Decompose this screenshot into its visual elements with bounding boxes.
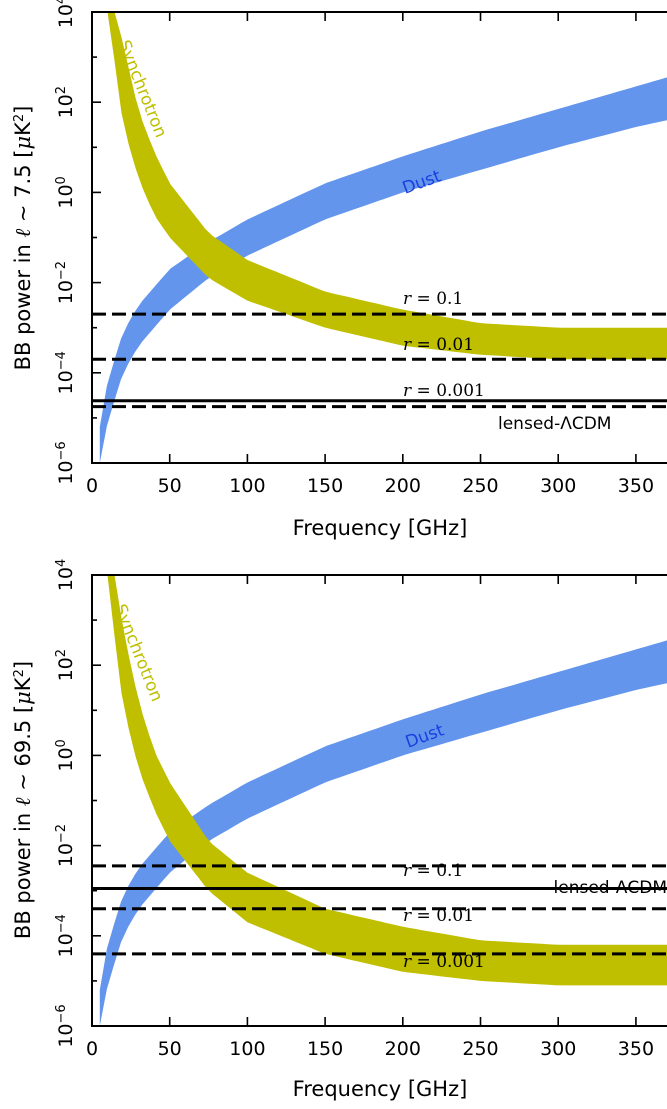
x-tick-label: 150 bbox=[307, 1038, 343, 1060]
x-axis-title-top: Frequency [GHz] bbox=[293, 516, 468, 540]
y-tick-label: 100 bbox=[54, 739, 78, 771]
x-tick-label: 250 bbox=[462, 1038, 498, 1060]
panel-top: 0 50 100 150 200 250 300 350 10−6 10−4 10−2 100 102 1… bbox=[11, 0, 667, 540]
y-axis-title-bottom: BB power in ℓ ∼ 69.5 [μK2] bbox=[11, 661, 35, 939]
x-tick-label: 100 bbox=[229, 475, 265, 497]
y-tick-label: 102 bbox=[54, 649, 78, 681]
band-dust bbox=[99, 640, 667, 1026]
y-tick-label: 104 bbox=[54, 559, 78, 591]
y-tick-label: 10−2 bbox=[54, 261, 78, 304]
x-tick-label: 100 bbox=[229, 1038, 265, 1060]
x-tick-label: 0 bbox=[86, 475, 98, 497]
plot-area-top bbox=[92, 12, 667, 463]
x-tick-label: 0 bbox=[86, 1038, 98, 1060]
x-tick-label: 200 bbox=[385, 1038, 421, 1060]
x-tick-label: 300 bbox=[540, 1038, 576, 1060]
y-tick-label: 10−4 bbox=[54, 914, 78, 957]
ticks-bottom: 0 50 100 150 200 250 300 350 10−6 10−4 10−2 100 102 1… bbox=[54, 559, 655, 1060]
y-tick-label: 104 bbox=[54, 0, 78, 28]
y-tick-label: 10−6 bbox=[54, 1004, 78, 1047]
x-tick-label: 350 bbox=[618, 475, 654, 497]
annotation-r-0.001: r = 0.001 bbox=[403, 381, 485, 401]
y-tick-label: 102 bbox=[54, 86, 78, 118]
plot-area-bottom bbox=[92, 575, 667, 1026]
x-axis-title-bottom: Frequency [GHz] bbox=[293, 1077, 468, 1101]
annotation-r-0.1: r = 0.1 bbox=[403, 289, 463, 309]
x-tick-label: 250 bbox=[462, 475, 498, 497]
annotation-r-0.01: r = 0.01 bbox=[403, 335, 474, 355]
annotation-r-0.01: r = 0.01 bbox=[403, 906, 474, 926]
band-synchrotron bbox=[107, 575, 667, 986]
annotation-r-0.1: r = 0.1 bbox=[403, 861, 463, 881]
x-tick-label: 300 bbox=[540, 475, 576, 497]
x-tick-label: 200 bbox=[385, 475, 421, 497]
annotation-r-0.001: r = 0.001 bbox=[403, 952, 485, 972]
x-tick-label: 350 bbox=[618, 1038, 654, 1060]
panel-bottom: 0 50 100 150 200 250 300 350 10−6 10−4 10−2 100 102 1… bbox=[11, 559, 667, 1101]
ticks-top: 0 50 100 150 200 250 300 350 10−6 10−4 10−2 100 102 1… bbox=[54, 0, 655, 497]
annotation-lensed: lensed-ΛCDM bbox=[498, 414, 611, 434]
x-tick-label: 150 bbox=[307, 475, 343, 497]
x-tick-label: 50 bbox=[158, 475, 182, 497]
y-axis-title-top: BB power in ℓ ∼ 7.5 [μK2] bbox=[11, 106, 35, 371]
y-tick-label: 10−4 bbox=[54, 351, 78, 394]
y-tick-label: 10−6 bbox=[54, 441, 78, 484]
x-tick-label: 50 bbox=[158, 1038, 182, 1060]
annotation-lensed: lensed-ΛCDM bbox=[554, 878, 667, 898]
y-tick-label: 100 bbox=[54, 176, 78, 208]
y-tick-label: 10−2 bbox=[54, 824, 78, 867]
band-synchrotron bbox=[107, 12, 667, 360]
